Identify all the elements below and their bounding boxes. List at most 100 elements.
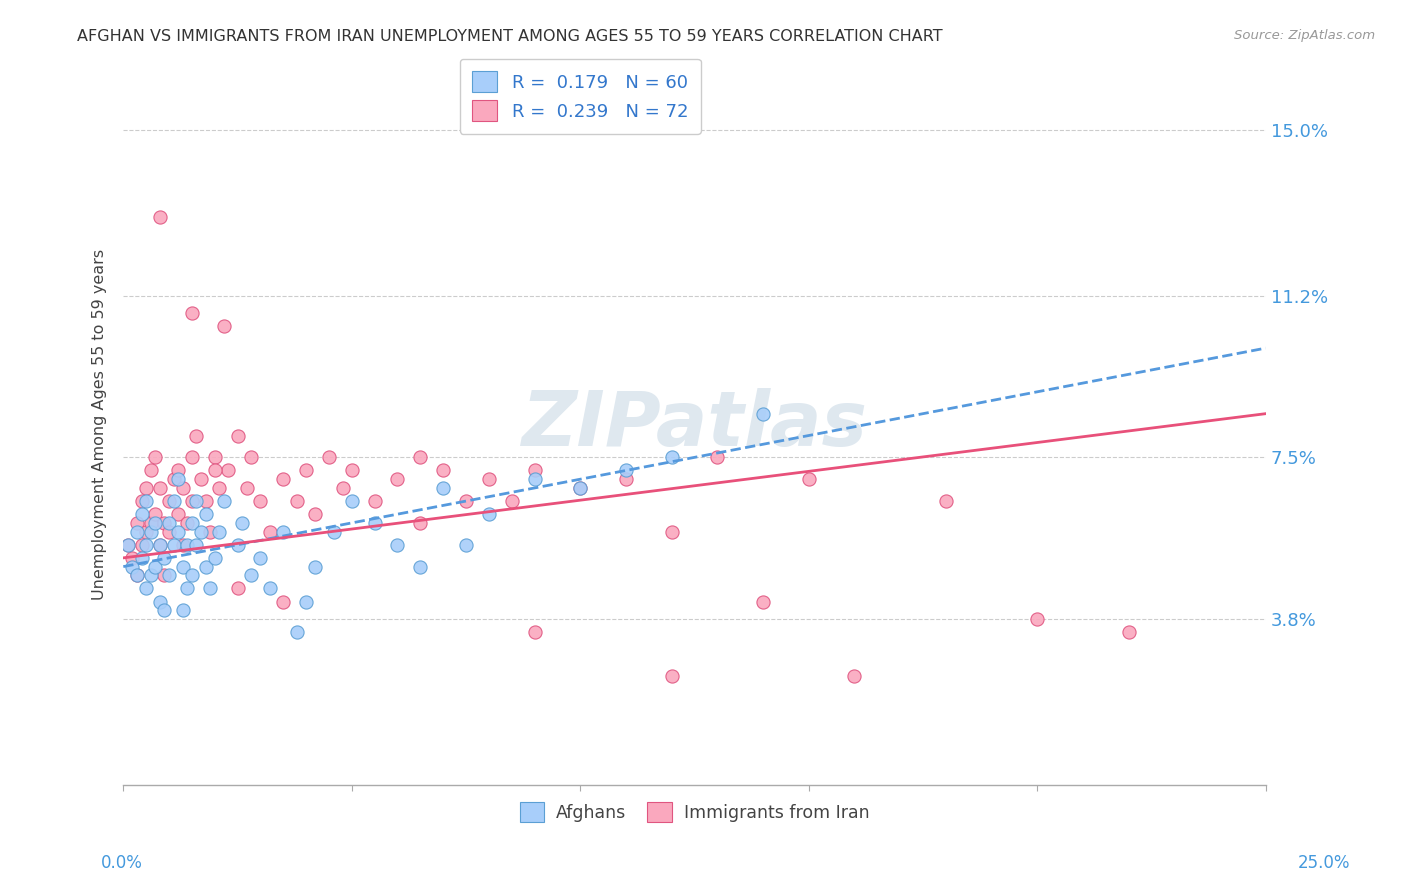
Point bbox=[180, 516, 202, 530]
Point bbox=[157, 516, 180, 530]
Point bbox=[204, 463, 226, 477]
Point bbox=[752, 594, 775, 608]
Point bbox=[285, 625, 308, 640]
Point bbox=[135, 481, 157, 495]
Point bbox=[149, 481, 172, 495]
Point bbox=[797, 472, 820, 486]
Point bbox=[135, 494, 157, 508]
Point bbox=[131, 538, 153, 552]
Point bbox=[143, 450, 166, 465]
Point bbox=[121, 559, 143, 574]
Point bbox=[149, 538, 172, 552]
Point bbox=[139, 463, 162, 477]
Point bbox=[569, 481, 592, 495]
Text: Source: ZipAtlas.com: Source: ZipAtlas.com bbox=[1234, 29, 1375, 42]
Point bbox=[139, 516, 162, 530]
Point bbox=[271, 524, 294, 539]
Point bbox=[176, 538, 198, 552]
Point bbox=[304, 559, 326, 574]
Point bbox=[295, 594, 318, 608]
Point bbox=[271, 594, 294, 608]
Point bbox=[125, 524, 148, 539]
Point bbox=[186, 494, 208, 508]
Point bbox=[226, 538, 249, 552]
Point bbox=[157, 494, 180, 508]
Point bbox=[249, 494, 271, 508]
Point bbox=[409, 516, 432, 530]
Point bbox=[167, 463, 190, 477]
Point bbox=[194, 507, 217, 521]
Point bbox=[194, 494, 217, 508]
Text: AFGHAN VS IMMIGRANTS FROM IRAN UNEMPLOYMENT AMONG AGES 55 TO 59 YEARS CORRELATIO: AFGHAN VS IMMIGRANTS FROM IRAN UNEMPLOYM… bbox=[77, 29, 943, 44]
Point bbox=[153, 568, 176, 582]
Point bbox=[176, 582, 198, 596]
Point bbox=[387, 538, 409, 552]
Point bbox=[153, 516, 176, 530]
Point bbox=[231, 516, 253, 530]
Point bbox=[139, 524, 162, 539]
Text: 25.0%: 25.0% bbox=[1298, 855, 1350, 872]
Point bbox=[935, 494, 957, 508]
Point bbox=[614, 472, 637, 486]
Point bbox=[172, 481, 194, 495]
Point bbox=[204, 450, 226, 465]
Point bbox=[217, 463, 239, 477]
Point bbox=[172, 603, 194, 617]
Point bbox=[125, 568, 148, 582]
Point bbox=[661, 450, 683, 465]
Point bbox=[162, 472, 184, 486]
Point bbox=[295, 463, 318, 477]
Point bbox=[478, 472, 501, 486]
Point bbox=[167, 507, 190, 521]
Point bbox=[432, 463, 454, 477]
Point bbox=[212, 494, 235, 508]
Point bbox=[162, 538, 184, 552]
Point bbox=[149, 210, 172, 224]
Point bbox=[661, 524, 683, 539]
Point bbox=[194, 559, 217, 574]
Text: ZIPatlas: ZIPatlas bbox=[522, 388, 868, 461]
Point bbox=[139, 568, 162, 582]
Point bbox=[167, 472, 190, 486]
Point bbox=[180, 306, 202, 320]
Point bbox=[844, 669, 866, 683]
Point bbox=[340, 463, 363, 477]
Point bbox=[1026, 612, 1049, 626]
Point bbox=[478, 507, 501, 521]
Point bbox=[240, 568, 263, 582]
Point bbox=[131, 494, 153, 508]
Point bbox=[226, 428, 249, 442]
Point bbox=[752, 407, 775, 421]
Point bbox=[162, 494, 184, 508]
Point bbox=[706, 450, 728, 465]
Point bbox=[176, 516, 198, 530]
Point bbox=[240, 450, 263, 465]
Point bbox=[131, 550, 153, 565]
Point bbox=[208, 481, 231, 495]
Point bbox=[332, 481, 354, 495]
Point bbox=[172, 559, 194, 574]
Point bbox=[235, 481, 257, 495]
Point bbox=[186, 428, 208, 442]
Point bbox=[131, 507, 153, 521]
Point bbox=[212, 319, 235, 334]
Point bbox=[121, 550, 143, 565]
Point bbox=[153, 550, 176, 565]
Point bbox=[409, 559, 432, 574]
Point bbox=[208, 524, 231, 539]
Point bbox=[167, 524, 190, 539]
Point bbox=[259, 582, 281, 596]
Point bbox=[523, 472, 546, 486]
Point bbox=[180, 450, 202, 465]
Point bbox=[125, 516, 148, 530]
Point bbox=[153, 603, 176, 617]
Point bbox=[363, 494, 385, 508]
Point bbox=[409, 450, 432, 465]
Point bbox=[318, 450, 340, 465]
Point bbox=[157, 568, 180, 582]
Point bbox=[157, 524, 180, 539]
Legend: Afghans, Immigrants from Iran: Afghans, Immigrants from Iran bbox=[510, 793, 877, 830]
Text: 0.0%: 0.0% bbox=[101, 855, 143, 872]
Point bbox=[454, 538, 477, 552]
Point bbox=[135, 538, 157, 552]
